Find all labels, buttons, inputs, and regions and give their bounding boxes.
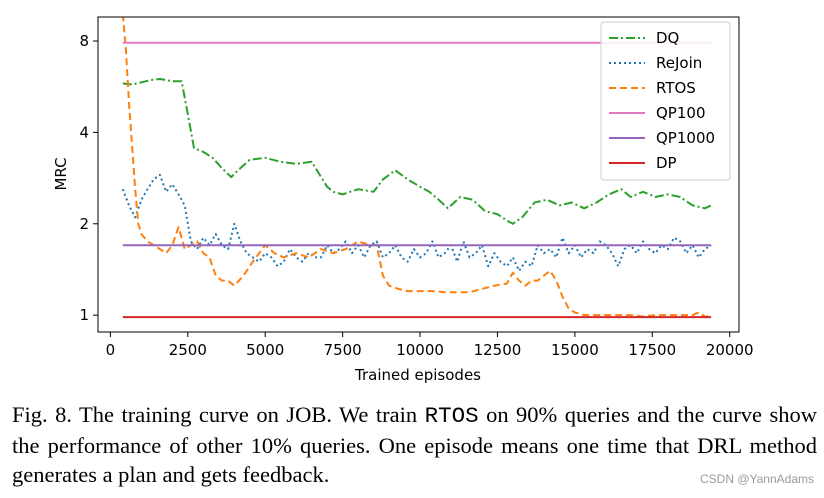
y-axis-label: MRC <box>52 157 70 190</box>
caption-code: RTOS <box>424 403 479 429</box>
legend-label-rtos: RTOS <box>656 79 696 97</box>
y-tick-label: 2 <box>79 215 89 233</box>
legend-label-rejoin: ReJoin <box>656 54 702 72</box>
x-tick-label: 2500 <box>169 341 207 359</box>
figure-caption: Fig. 8. The training curve on JOB. We tr… <box>12 400 817 489</box>
plot-frame <box>97 16 740 333</box>
legend-label-qp100: QP100 <box>656 104 705 122</box>
x-axis-label: Trained episodes <box>354 366 481 384</box>
x-tick-label: 17500 <box>628 341 676 359</box>
legend: DQ ReJoin RTOS QP100 QP1000 DP <box>600 21 731 181</box>
y-tick-label: 1 <box>79 306 89 324</box>
x-axis-ticks: 0 2500 5000 7500 10000 12500 15000 17500 20000 <box>106 332 754 359</box>
x-tick-label: 20000 <box>706 341 754 359</box>
x-tick-label: 12500 <box>474 341 522 359</box>
y-tick-label: 8 <box>79 32 89 50</box>
series-line-rejoin <box>121 173 712 272</box>
x-tick-label: 15000 <box>551 341 599 359</box>
plot-lines <box>121 17 712 319</box>
y-tick-label: 4 <box>79 123 89 141</box>
legend-box <box>600 21 731 181</box>
series-line-rtos <box>122 17 712 318</box>
x-tick-label: 5000 <box>246 341 284 359</box>
legend-label-qp1000: QP1000 <box>656 129 715 147</box>
x-tick-label: 10000 <box>396 341 444 359</box>
x-tick-label: 0 <box>106 341 116 359</box>
x-tick-label: 7500 <box>324 341 362 359</box>
caption-prefix: Fig. 8. The training curve on JOB. We tr… <box>12 402 425 427</box>
legend-label-dp: DP <box>656 154 677 172</box>
legend-label-dq: DQ <box>656 29 679 47</box>
y-axis-ticks: 1 2 4 8 <box>79 32 98 324</box>
training-curve-chart: 0 2500 5000 7500 10000 12500 15000 17500 20000 1… <box>52 16 754 384</box>
caption-suffix: on 90% queries and the curve show the pe… <box>12 402 818 487</box>
watermark: CSDN @YannAdams <box>700 472 814 486</box>
series-line-dq <box>122 78 712 225</box>
